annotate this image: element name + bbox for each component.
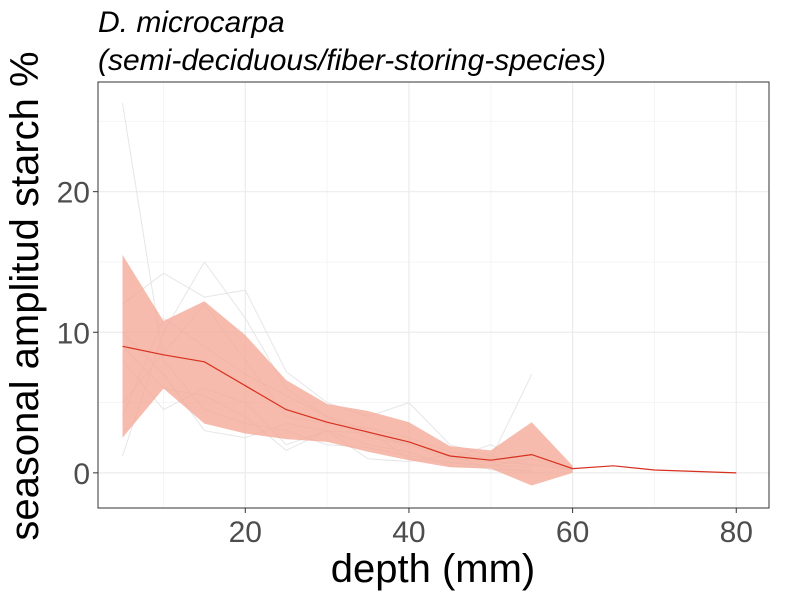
y-tick-label: 10 [57,317,90,350]
plot-panel [97,81,770,509]
chart-subtitle: (semi-deciduous/fiber-storing-species) [98,44,606,77]
y-axis-title: seasonal amplitud starch % [3,51,47,540]
mean-series-line [122,345,737,474]
grid-minor-lines [98,82,769,508]
panel-border [97,81,770,509]
x-axis-title: depth (mm) [331,547,536,591]
y-tick-label: 0 [73,458,90,491]
x-axis-ticks: 20 40 60 80 [229,508,753,549]
x-tick-label: 80 [720,516,753,549]
x-tick-label: 40 [392,516,425,549]
grid-major-lines [98,82,769,508]
y-tick-label: 20 [57,177,90,210]
chart-title: D. microcarpa [98,6,285,39]
x-tick-label: 60 [556,516,589,549]
y-axis-ticks: 0 10 20 [57,177,98,491]
x-tick-label: 20 [229,516,262,549]
confidence-ribbon [122,254,573,486]
